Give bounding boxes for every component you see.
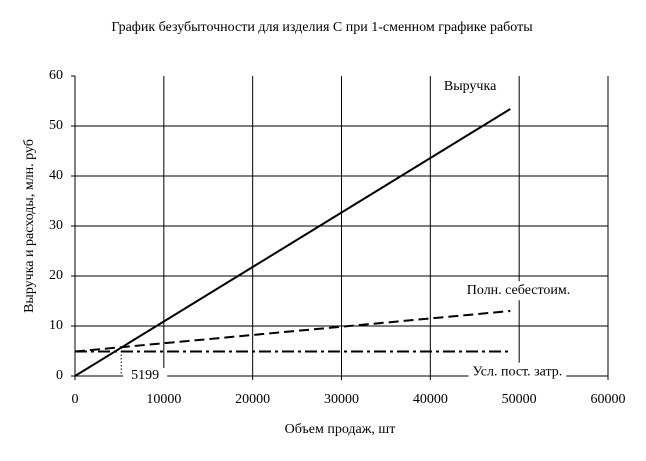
label-bg xyxy=(468,362,567,382)
x-axis-label: Объем продаж, шт xyxy=(285,422,396,437)
series-label: Полн. себестоим. xyxy=(467,283,571,298)
label-bg xyxy=(462,281,575,301)
y-tick-label: 40 xyxy=(49,168,63,183)
series-line xyxy=(74,310,511,353)
y-axis-label: Выручка и расходы, млн. руб xyxy=(22,139,37,313)
x-tick-label: 10000 xyxy=(146,392,181,407)
chart-title: График безубыточности для изделия С при … xyxy=(111,20,533,35)
series-line xyxy=(74,108,511,377)
annotation-bg xyxy=(123,368,168,384)
x-tick-label: 40000 xyxy=(413,392,448,407)
y-tick-label: 0 xyxy=(56,368,63,383)
y-tick-label: 50 xyxy=(49,118,63,133)
label-bg xyxy=(439,77,502,97)
y-tick-label: 10 xyxy=(49,318,63,333)
y-tick-label: 30 xyxy=(49,218,63,233)
series-label: Выручка xyxy=(444,79,497,94)
y-tick-label: 60 xyxy=(49,68,63,83)
x-tick-label: 20000 xyxy=(235,392,270,407)
y-tick-label: 20 xyxy=(49,268,63,283)
x-tick-label: 50000 xyxy=(502,392,537,407)
series-label: Усл. пост. затр. xyxy=(473,365,563,380)
x-tick-label: 0 xyxy=(72,392,79,407)
break-even-label: 5199 xyxy=(131,368,159,383)
x-tick-label: 60000 xyxy=(591,392,626,407)
x-tick-label: 30000 xyxy=(324,392,359,407)
